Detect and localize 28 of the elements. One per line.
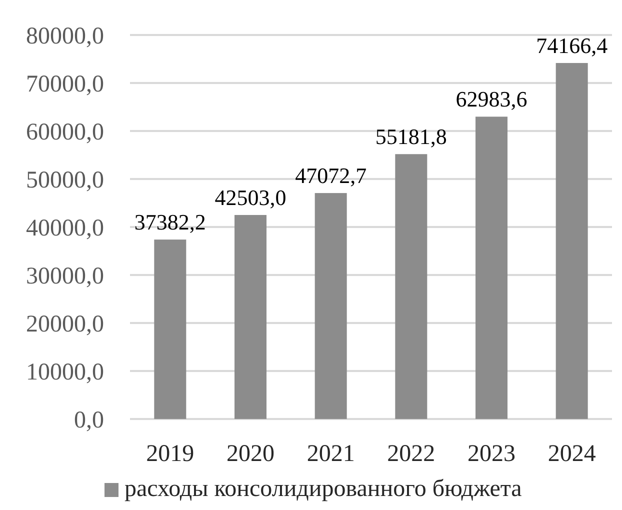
bar xyxy=(154,240,186,419)
y-tick-label: 20000,0 xyxy=(26,311,104,338)
data-label: 42503,0 xyxy=(214,184,286,210)
data-label: 47072,7 xyxy=(295,163,367,188)
y-tick-label: 30000,0 xyxy=(26,263,104,290)
data-label: 55181,8 xyxy=(375,124,447,150)
x-tick-label: 2023 xyxy=(468,441,516,467)
data-label: 37382,2 xyxy=(134,210,206,235)
bar xyxy=(234,214,266,419)
y-tick-label: 60000,0 xyxy=(26,119,104,146)
y-tick-label: 80000,0 xyxy=(26,23,104,50)
x-tick-label: 2022 xyxy=(387,441,436,467)
y-tick-label: 10000,0 xyxy=(26,359,104,386)
y-tick-label: 70000,0 xyxy=(26,71,104,98)
y-tick-label: 40000,0 xyxy=(26,215,104,242)
data-label: 62983,6 xyxy=(456,86,528,112)
bar xyxy=(556,63,588,419)
bar xyxy=(476,116,508,419)
bar xyxy=(395,154,428,419)
y-tick-label: 50000,0 xyxy=(26,167,104,194)
bar xyxy=(314,193,347,419)
y-tick-label: 0,0 xyxy=(74,407,104,434)
x-tick-label: 2019 xyxy=(146,441,194,467)
x-tick-label: 2021 xyxy=(306,441,355,467)
legend-label: расходы консолидированного бюджета xyxy=(124,476,522,502)
data-label: 74166,4 xyxy=(536,33,608,58)
x-tick-label: 2020 xyxy=(226,441,274,467)
x-tick-label: 2024 xyxy=(548,441,596,467)
